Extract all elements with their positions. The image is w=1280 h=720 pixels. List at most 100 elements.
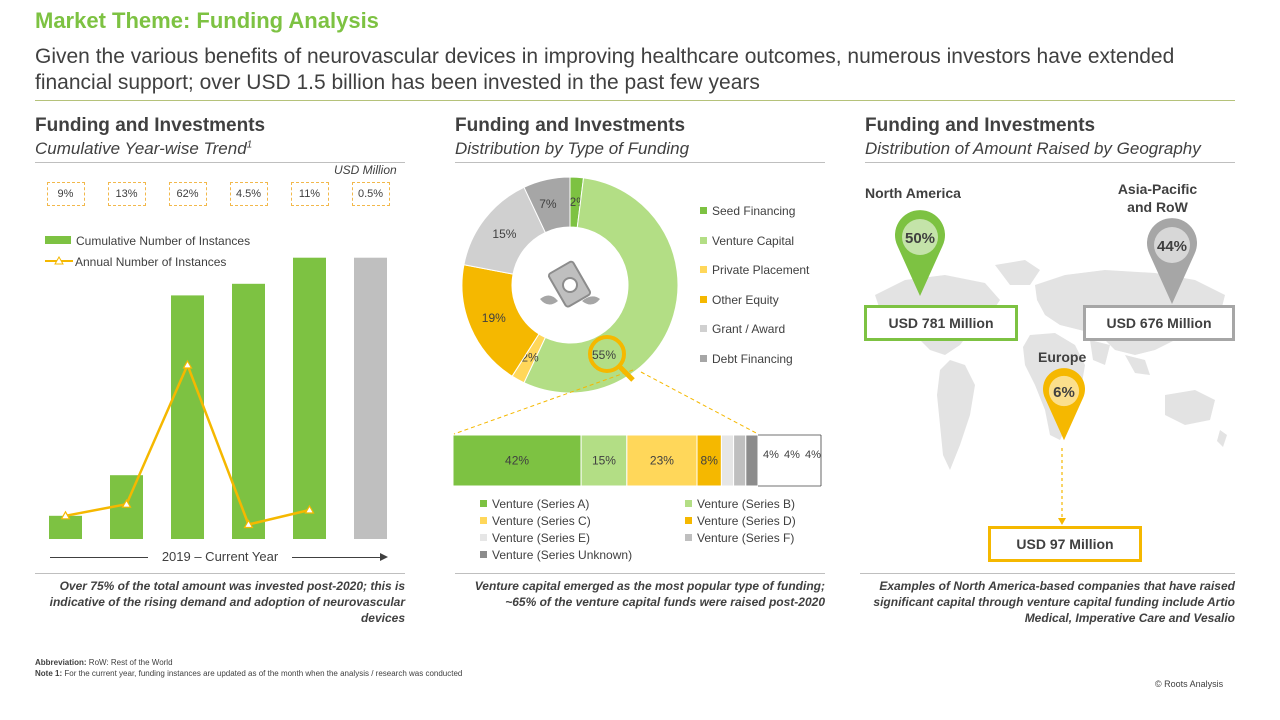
panel1-heading: Funding and Investments	[35, 115, 266, 136]
legend-swatch	[480, 517, 487, 524]
region-amount-box: USD 676 Million	[1083, 305, 1235, 341]
pin-percent: 50%	[905, 230, 935, 247]
bar-2022	[232, 283, 265, 539]
legend-annual: Annual Number of Instances	[45, 253, 226, 271]
x-axis-label: 2019 – Current Year	[161, 549, 279, 564]
segment-venture-series-a-	[453, 434, 582, 487]
abbr-label: Abbreviation:	[35, 658, 87, 667]
bar-2023	[293, 257, 326, 539]
panel3-divider	[865, 162, 1235, 163]
stack-legend-item: Venture (Series B)	[685, 497, 795, 511]
legend-label: Venture Capital	[712, 233, 795, 248]
donut-legend-item: Grant / Award	[700, 322, 809, 352]
segment-label: 15%	[592, 454, 616, 468]
stack-legend-item: Venture (Series F)	[685, 531, 794, 545]
panel2-note: Venture capital emerged as the most popu…	[474, 579, 825, 609]
legend-swatch	[700, 236, 707, 244]
annual-point	[243, 519, 254, 529]
panel2-bottom-divider	[455, 573, 825, 574]
legend-swatch	[700, 325, 707, 332]
legend-bar-swatch	[45, 236, 71, 244]
legend-label: Venture (Series D)	[697, 514, 796, 528]
percent-box: 4.5%	[229, 182, 268, 206]
header-divider	[35, 100, 1235, 101]
panel1-note: Over 75% of the total amount was investe…	[49, 579, 405, 625]
legend-label: Venture (Series F)	[697, 531, 795, 545]
annual-point	[121, 498, 132, 508]
slice-debt-financing	[523, 176, 571, 234]
funding-type-donut: 2%55%2%19%15%7%	[461, 176, 679, 394]
segment-venture-series-unknown-	[745, 434, 759, 487]
slice-label: 7%	[539, 197, 557, 211]
legend-cumulative-label: Cumulative Number of Instances	[76, 234, 251, 248]
legend-label: Venture (Series Unknown)	[492, 548, 633, 562]
magnifier-icon	[588, 335, 626, 373]
legend-annual-label: Annual Number of Instances	[75, 255, 227, 269]
percent-box: 62%	[168, 182, 207, 206]
bar-2021	[171, 295, 204, 539]
footer-note: Note 1: For the current year, funding in…	[35, 669, 462, 678]
legend-label: Private Placement	[712, 263, 810, 277]
pin-inner	[1048, 375, 1080, 407]
location-pin-icon: 44%	[1147, 218, 1197, 304]
slice-label: 15%	[492, 227, 516, 241]
panel2-subheading: Distribution by Type of Funding	[455, 139, 690, 158]
abbr-text: RoW: Rest of the World	[88, 658, 173, 667]
money-wings-icon	[540, 260, 600, 308]
region-name: North America	[865, 185, 961, 201]
segment-venture-series-f-	[733, 434, 747, 487]
slice-label: 55%	[592, 348, 616, 362]
europe-connector	[1058, 448, 1066, 525]
donut-legend: Seed Financing Venture Capital Private Pla…	[700, 204, 809, 381]
pin-inner	[1154, 227, 1190, 263]
donut-legend-item: Private Placement	[700, 263, 809, 293]
percent-box: 13%	[107, 182, 146, 206]
legend-label: Venture (Series E)	[492, 531, 591, 545]
panel1-divider	[35, 162, 405, 163]
slice-label: 19%	[482, 311, 506, 325]
unit-label: USD Million	[334, 163, 397, 177]
page-subtitle: Given the various benefits of neurovascu…	[35, 45, 1175, 94]
annual-point	[60, 510, 71, 520]
legend-swatch	[700, 266, 707, 273]
panel3-subheading: Distribution of Amount Raised by Geograp…	[865, 139, 1201, 158]
legend-swatch	[700, 207, 707, 214]
legend-swatch	[480, 551, 487, 558]
legend-label: Grant / Award	[712, 322, 786, 336]
donut-legend-item: Other Equity	[700, 293, 809, 323]
segment-venture-series-e-	[720, 434, 735, 487]
segment-label-small: 4%	[805, 449, 821, 461]
annual-point	[304, 504, 315, 514]
panel1-bottom-divider	[35, 573, 405, 574]
magnifier-handle	[618, 365, 635, 382]
location-pin-icon: 6%	[1043, 368, 1085, 441]
segment-label-small: 4%	[784, 449, 800, 461]
segment-label-small: 4%	[763, 449, 779, 461]
legend-swatch	[685, 500, 692, 507]
donut-legend-item: Seed Financing	[700, 204, 809, 234]
zoom-line-right	[640, 371, 759, 435]
region-name: Asia-Pacific and RoW	[1117, 181, 1198, 215]
bar-current-year	[354, 257, 387, 539]
region-name: Europe	[1038, 349, 1087, 365]
pin-percent: 6%	[1053, 384, 1075, 401]
footer-abbreviation: Abbreviation: RoW: Rest of the World	[35, 658, 173, 667]
pin-percent: 44%	[1157, 238, 1187, 255]
legend-swatch	[700, 354, 707, 362]
x-axis-arrow: 2019 – Current Year	[50, 549, 390, 565]
note-label: Note 1:	[35, 669, 63, 678]
stack-legend-item: Venture (Series Unknown)	[480, 548, 632, 562]
legend-line-swatch	[45, 255, 73, 265]
stack-legend-item: Venture (Series C)	[480, 514, 591, 528]
zoom-line-left	[453, 369, 634, 435]
legend-swatch	[480, 500, 487, 507]
legend-label: Other Equity	[712, 292, 779, 307]
panel2-divider	[455, 162, 825, 163]
segment-label: 42%	[505, 454, 529, 468]
legend-label: Debt Financing	[712, 351, 793, 366]
donut-legend-item: Venture Capital	[700, 234, 809, 264]
page-title: Market Theme: Funding Analysis	[35, 8, 379, 33]
segment-label: 8%	[701, 454, 719, 468]
percent-box: 0.5%	[351, 182, 390, 206]
segment-venture-series-b-	[580, 434, 628, 487]
